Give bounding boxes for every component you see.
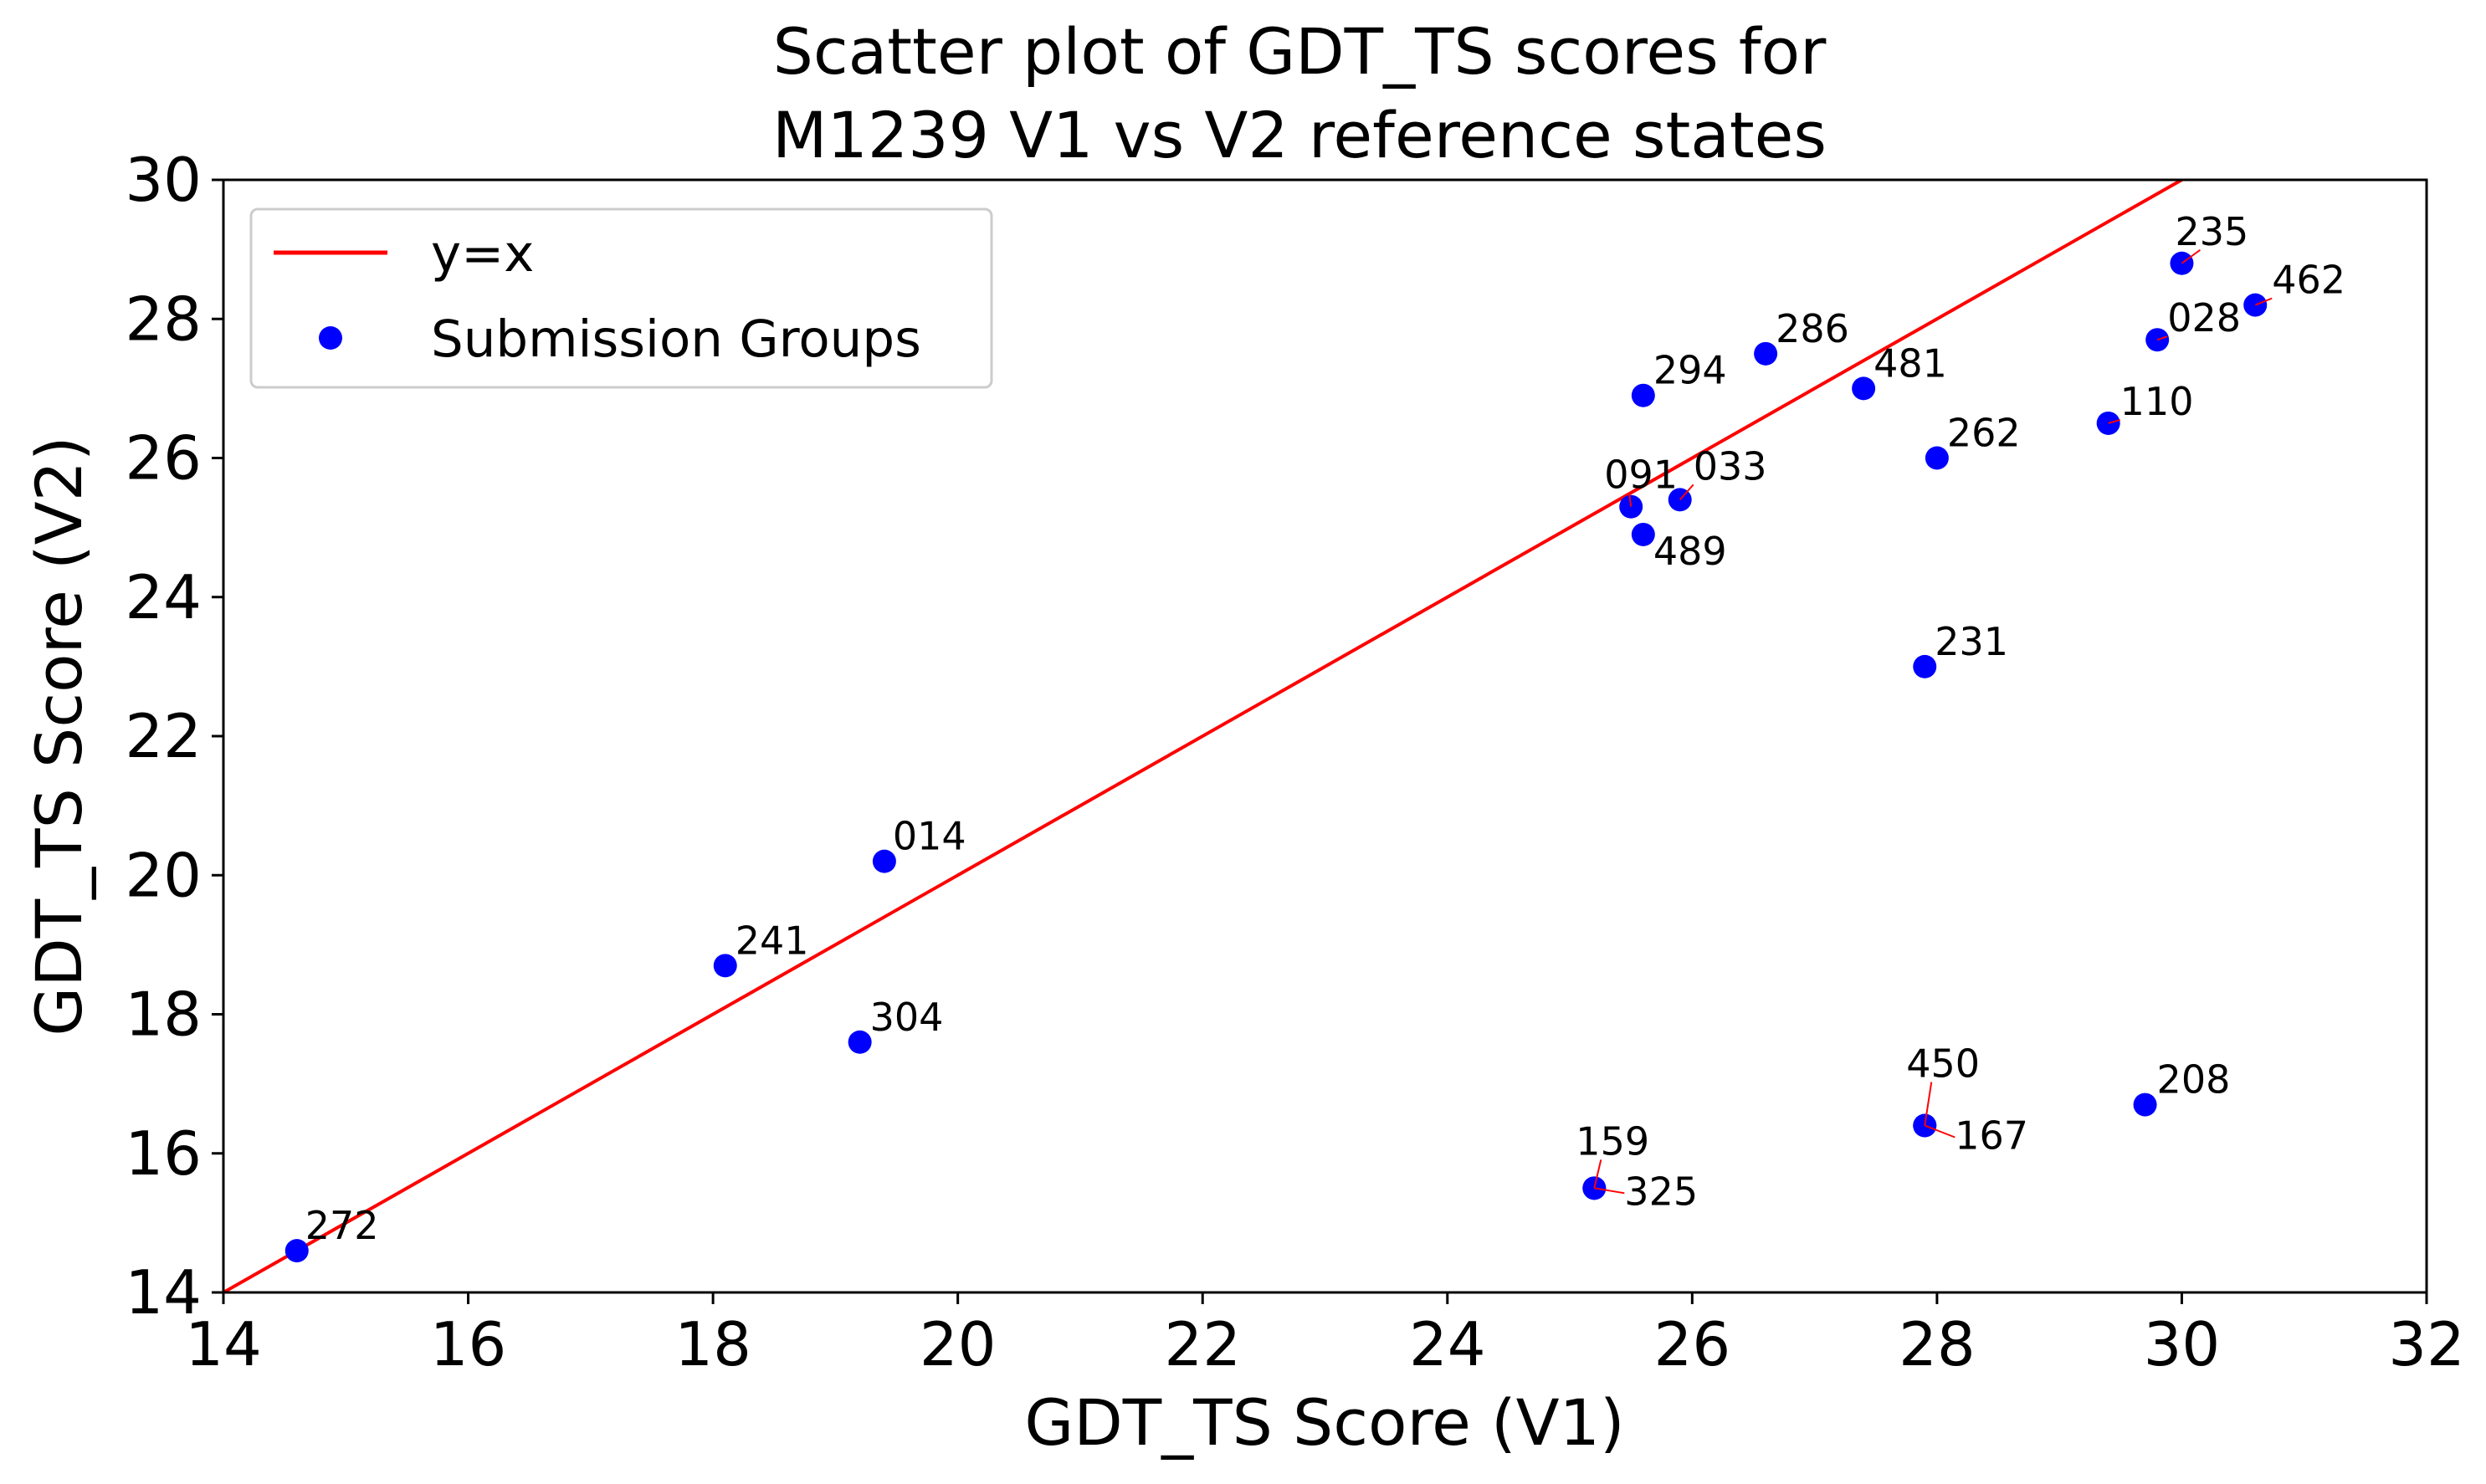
x-tick-label-14: 14 [185,1309,262,1379]
point-label-091: 091 [1604,453,1678,498]
annotation-arrow-033 [1679,484,1694,501]
point-label-231: 231 [1935,619,2008,664]
point-label-262: 262 [1947,411,2021,456]
annotation-arrow-028 [2156,335,2168,341]
point-label-028: 028 [2167,295,2241,340]
point-label-481: 481 [1873,340,1947,386]
data-point-481 [1852,376,1876,401]
point-label-294: 294 [1653,348,1727,393]
plot-content: 272 241 304 014 159 325 091 489 294 033 286 481 231 4… [223,180,2345,1292]
y-tick-label-14: 14 [125,1257,202,1328]
annotation-arrow-450 [1924,1082,1933,1126]
x-tick-label-16: 16 [430,1309,507,1379]
annotation-arrow-159 [1593,1159,1602,1189]
reference-line-y-equals-x [223,180,2183,1292]
data-point-014 [872,849,896,873]
point-label-110: 110 [2120,379,2194,424]
point-label-462: 462 [2272,258,2345,303]
x-tick-label-30: 30 [2144,1309,2221,1379]
legend-label-submission-groups: Submission Groups [431,310,921,369]
y-tick-label-22: 22 [125,701,202,771]
x-tick-label-32: 32 [2388,1309,2465,1379]
annotation-arrow-091 [1628,493,1633,507]
point-label-167: 167 [1955,1113,2028,1159]
point-label-033: 033 [1694,443,1767,489]
point-label-450: 450 [1906,1041,1980,1087]
annotation-arrow-235 [2181,248,2202,264]
data-point-208 [2133,1093,2157,1117]
x-tick-label-24: 24 [1409,1309,1486,1379]
y-tick-label-16: 16 [125,1118,202,1189]
annotation-arrow-167 [1924,1124,1955,1139]
chart-title-line-1: Scatter plot of GDT_TS scores for [773,14,1827,89]
chart-title-line-2: M1239 V1 vs V2 reference states [772,98,1827,172]
data-point-262 [1925,446,1949,470]
point-label-489: 489 [1653,529,1727,574]
data-point-272 [284,1239,309,1263]
point-label-304: 304 [870,995,944,1040]
annotation-arrow-462 [2254,297,2273,306]
data-point-241 [713,954,737,978]
legend: y=x Submission Groups [249,207,993,389]
x-tick-label-28: 28 [1899,1309,1976,1379]
data-point-286 [1754,341,1778,366]
x-tick-label-22: 22 [1164,1309,1241,1379]
x-tick-label-18: 18 [674,1309,751,1379]
y-axis-ticks: 14 16 18 20 22 24 26 28 30 [125,145,223,1328]
y-tick-label-28: 28 [125,284,202,354]
y-axis-label: GDT_TS Score (V2) [22,436,96,1036]
data-point-489 [1631,522,1655,546]
annotation-arrow-110 [2108,418,2120,424]
x-tick-label-20: 20 [920,1309,997,1379]
y-tick-label-26: 26 [125,423,202,494]
point-label-159: 159 [1576,1118,1649,1164]
x-axis-label: GDT_TS Score (V1) [1024,1385,1624,1460]
point-label-235: 235 [2175,209,2248,254]
point-label-208: 208 [2157,1057,2231,1103]
x-axis-ticks: 14 16 18 20 22 24 26 28 30 32 [185,1292,2465,1379]
annotation-arrow-325 [1594,1187,1625,1195]
point-label-014: 014 [893,814,966,859]
legend-box [249,207,993,389]
y-tick-label-18: 18 [125,980,202,1050]
point-label-241: 241 [736,918,809,963]
x-tick-label-26: 26 [1654,1309,1731,1379]
point-label-325: 325 [1624,1169,1698,1214]
data-point-304 [848,1030,872,1054]
data-point-231 [1913,654,1937,678]
point-label-272: 272 [305,1203,379,1248]
y-tick-label-20: 20 [125,840,202,910]
y-tick-label-24: 24 [125,562,202,632]
legend-point-swatch [319,326,342,350]
data-point-294 [1631,383,1655,407]
y-tick-label-30: 30 [125,145,202,215]
legend-label-reference-line: y=x [431,224,534,284]
point-label-286: 286 [1776,306,1849,351]
